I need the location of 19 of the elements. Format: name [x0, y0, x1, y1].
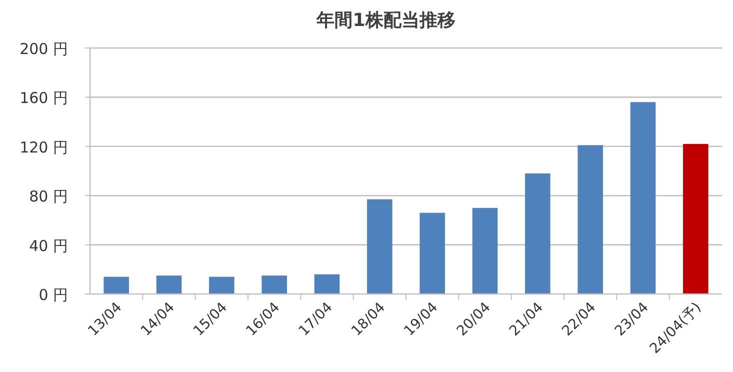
- bar: [578, 145, 603, 294]
- bar: [525, 173, 550, 294]
- chart-title: 年間1株配当推移: [316, 10, 456, 31]
- bar: [683, 144, 708, 294]
- bar: [472, 208, 498, 294]
- bar: [262, 276, 287, 294]
- bar: [314, 274, 340, 294]
- bar: [420, 212, 445, 294]
- bar: [156, 276, 182, 294]
- y-tick-label: 200 円: [20, 40, 68, 58]
- y-tick-label: 0 円: [38, 286, 68, 304]
- y-tick-label: 160 円: [20, 89, 68, 108]
- bar: [104, 276, 129, 294]
- y-tick-label: 80 円: [29, 188, 68, 206]
- bar: [367, 199, 392, 294]
- bar: [209, 276, 234, 294]
- y-tick-label: 40 円: [29, 236, 68, 255]
- y-tick-label: 120 円: [20, 138, 68, 156]
- bar: [630, 102, 656, 294]
